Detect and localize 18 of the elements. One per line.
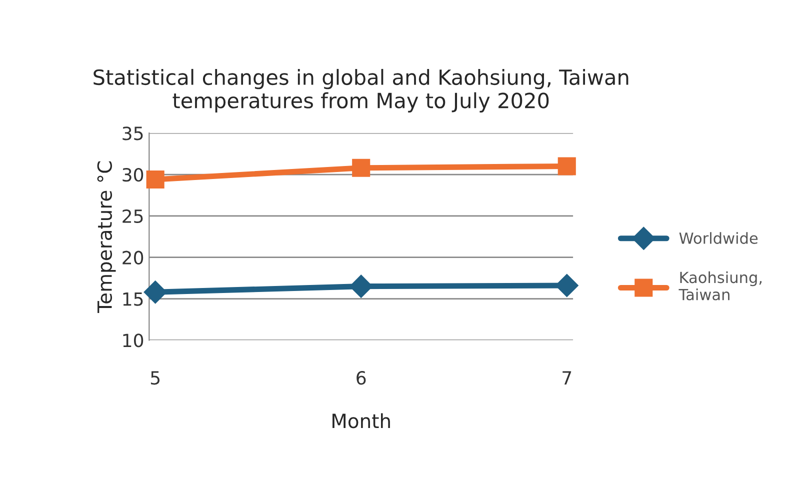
x-tick-label: 5 xyxy=(150,371,160,385)
y-tick-label: 20 xyxy=(122,250,144,264)
x-axis-title: Month xyxy=(332,413,390,428)
y-axis-title: Temperature °C xyxy=(97,161,116,314)
y-tick-label: 10 xyxy=(123,334,144,348)
point xyxy=(144,280,167,304)
point xyxy=(146,170,164,189)
point xyxy=(558,157,576,176)
chart-title: Statistical changes in global and Kaohsiung, Taiwan temperatures from May to July 2020 xyxy=(94,68,628,112)
y-tick-label: 30 xyxy=(122,168,144,182)
y-tick-label: 15 xyxy=(123,292,143,306)
y-tick-label: 35 xyxy=(122,126,143,140)
legend-label: Kaohsiung, Taiwan xyxy=(678,271,762,300)
x-tick-label: 7 xyxy=(562,371,572,384)
point xyxy=(352,158,370,177)
x-tick-label: 6 xyxy=(356,371,366,385)
y-tick-label: 25 xyxy=(122,209,143,224)
legend-label: Worldwide xyxy=(679,232,758,244)
